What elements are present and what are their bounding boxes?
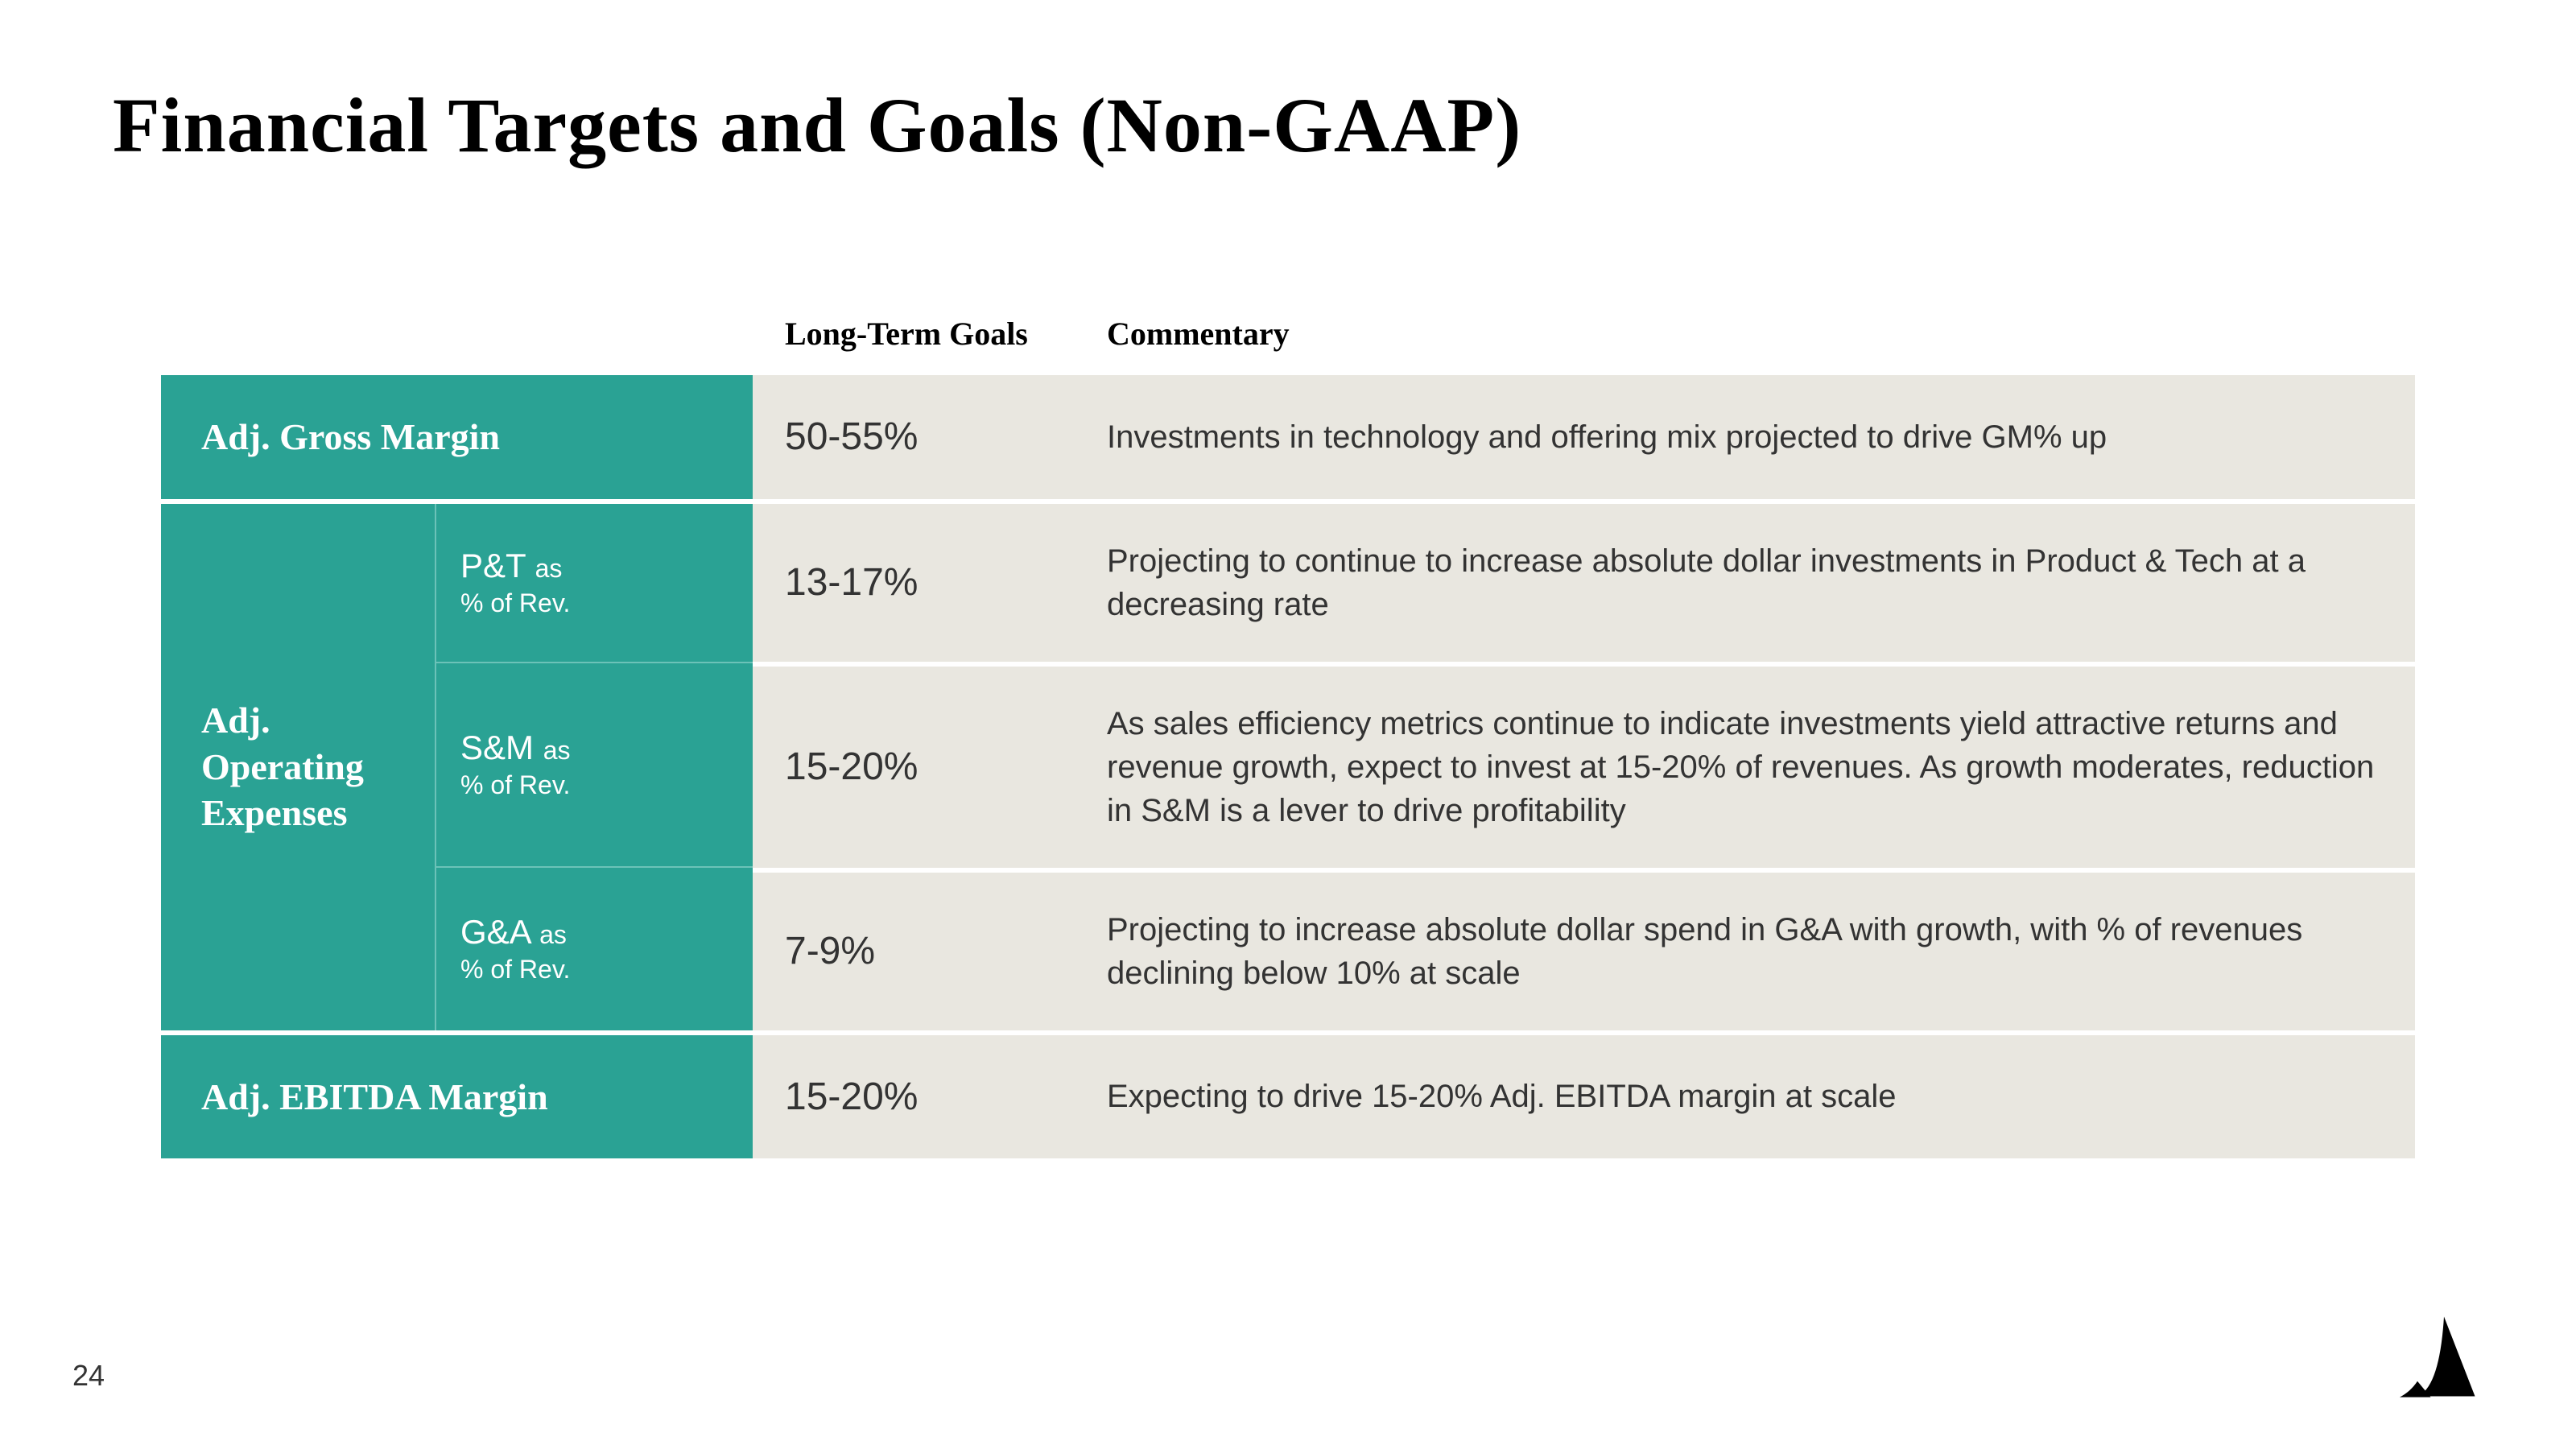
table-row: Adj. Gross Margin 50-55% Investments in …	[161, 375, 2415, 504]
commentary-text: Investments in technology and offering m…	[1075, 375, 2415, 499]
header-commentary: Commentary	[1075, 315, 2415, 353]
commentary-text: Expecting to drive 15-20% Adj. EBITDA ma…	[1075, 1035, 2415, 1159]
goal-value: 15-20%	[753, 662, 1075, 868]
goal-value: 7-9%	[753, 868, 1075, 1030]
sublabel-main: G&A	[460, 913, 530, 951]
sublabel-as: as	[535, 554, 563, 583]
metric-label: Adj. Operating Expenses	[161, 504, 435, 1030]
metric-sublabel: P&T as % of Rev.	[435, 504, 753, 662]
commentary-text: As sales efficiency metrics continue to …	[1075, 662, 2415, 868]
sublabel-as: as	[543, 736, 571, 765]
table-header-row: Long-Term Goals Commentary	[161, 315, 2415, 375]
goal-value: 50-55%	[753, 375, 1075, 499]
page-title: Financial Targets and Goals (Non-GAAP)	[113, 80, 2463, 170]
metric-sublabel: S&M as % of Rev.	[435, 662, 753, 868]
company-logo-icon	[2391, 1312, 2479, 1401]
header-spacer	[161, 315, 753, 353]
goal-value: 15-20%	[753, 1035, 1075, 1159]
metric-label-text: Adj. Operating Expenses	[201, 697, 417, 836]
table-body: Adj. Gross Margin 50-55% Investments in …	[161, 375, 2415, 1158]
goals-table: Long-Term Goals Commentary Adj. Gross Ma…	[161, 315, 2415, 1158]
table-row: Adj. EBITDA Margin 15-20% Expecting to d…	[161, 1035, 2415, 1159]
metric-label: Adj. Gross Margin	[161, 375, 753, 499]
sublabel-main: P&T	[460, 547, 526, 584]
header-goals: Long-Term Goals	[753, 315, 1075, 353]
sublabel-line2: % of Rev.	[460, 588, 729, 618]
page-number: 24	[72, 1359, 105, 1393]
commentary-text: Projecting to continue to increase absol…	[1075, 504, 2415, 662]
metric-sublabel: G&A as % of Rev.	[435, 868, 753, 1030]
sublabel-as: as	[539, 920, 567, 949]
sublabel-line2: % of Rev.	[460, 770, 729, 800]
sublabel-main: S&M	[460, 729, 534, 766]
goal-value: 13-17%	[753, 504, 1075, 662]
table-row-group: Adj. Operating Expenses P&T as % of Rev.…	[161, 504, 2415, 1035]
commentary-text: Projecting to increase absolute dollar s…	[1075, 868, 2415, 1030]
sublabel-line2: % of Rev.	[460, 955, 729, 985]
metric-label: Adj. EBITDA Margin	[161, 1035, 753, 1159]
